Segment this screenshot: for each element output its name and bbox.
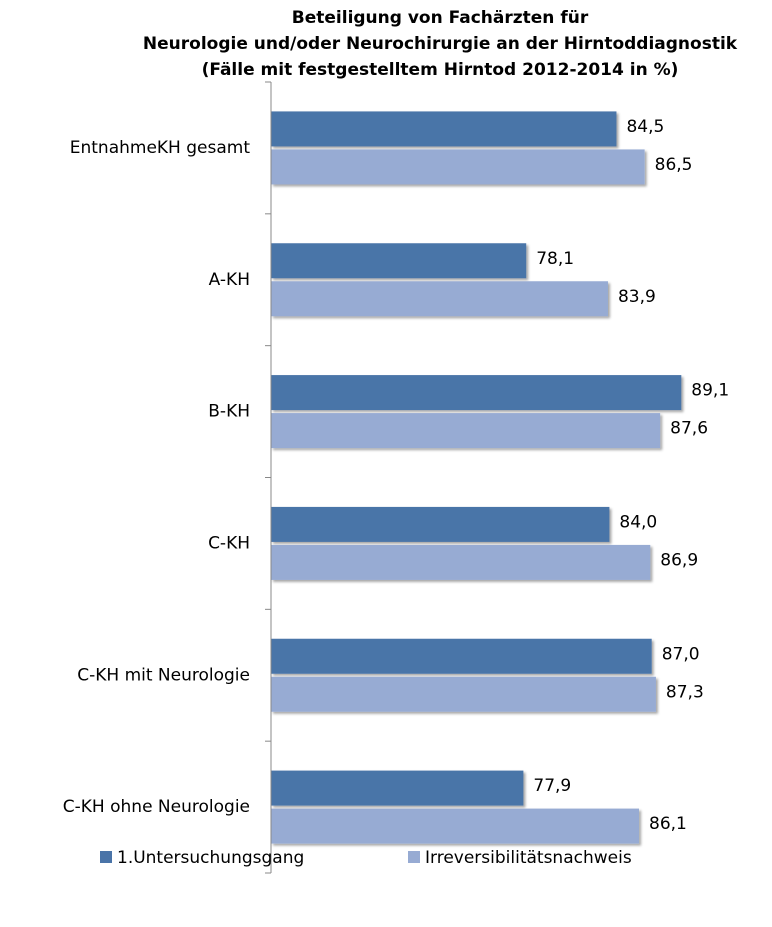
data-label: 86,1 (649, 814, 687, 834)
data-label: 84,5 (626, 117, 664, 137)
y-tick-label: B-KH (208, 402, 250, 422)
bar (271, 111, 617, 147)
bar (271, 506, 610, 542)
data-label: 86,9 (660, 550, 698, 570)
bar (271, 413, 661, 449)
chart-title: (Fälle mit festgestelltem Hirntod 2012-2… (202, 60, 679, 80)
legend-label: Irreversibilitätsnachweis (425, 848, 632, 868)
data-label: 87,0 (662, 644, 700, 664)
legend-swatch (100, 851, 112, 863)
data-label: 87,6 (670, 419, 708, 439)
legend-label: 1.Untersuchungsgang (117, 848, 304, 868)
data-label: 87,3 (666, 682, 704, 702)
bar (271, 808, 640, 844)
data-label: 78,1 (536, 249, 574, 269)
y-tick-label: C-KH ohne Neurologie (63, 797, 250, 817)
chart-title: Neurologie und/oder Neurochirurgie an de… (143, 34, 738, 54)
y-tick-label: C-KH mit Neurologie (77, 665, 250, 685)
bar (271, 149, 645, 185)
bar (271, 375, 682, 411)
bar (271, 243, 527, 279)
data-label: 86,5 (655, 155, 693, 175)
legend-swatch (408, 851, 420, 863)
chart-title: Beteiligung von Fachärzten für (292, 8, 589, 28)
y-tick-label: C-KH (208, 533, 250, 553)
y-tick-label: A-KH (209, 270, 250, 290)
data-label: 83,9 (618, 287, 656, 307)
data-label: 77,9 (533, 776, 571, 796)
data-label: 84,0 (619, 512, 657, 532)
bar (271, 770, 524, 806)
bar (271, 281, 608, 317)
bar (271, 638, 652, 674)
y-tick-label: EntnahmeKH gesamt (70, 138, 251, 158)
bar (271, 544, 651, 580)
bar (271, 676, 656, 712)
data-label: 89,1 (691, 381, 729, 401)
